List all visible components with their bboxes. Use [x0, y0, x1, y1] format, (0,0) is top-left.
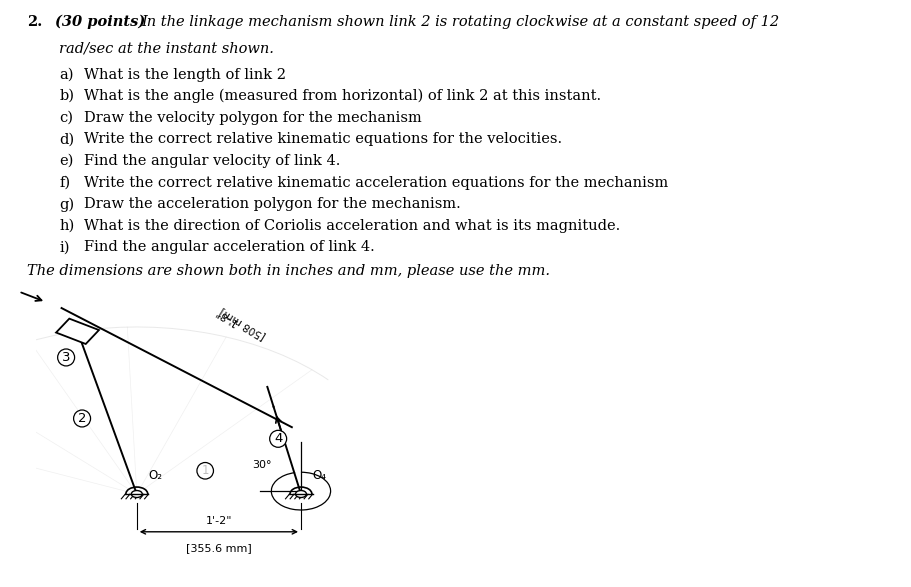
Text: Find the angular acceleration of link 4.: Find the angular acceleration of link 4. [84, 240, 374, 254]
Text: 2: 2 [77, 412, 87, 425]
Text: Write the correct relative kinematic equations for the velocities.: Write the correct relative kinematic equ… [84, 132, 561, 146]
Text: e): e) [59, 154, 74, 168]
Text: 4: 4 [273, 432, 282, 446]
Text: 1'-8": 1'-8" [212, 305, 239, 327]
Text: What is the angle (measured from horizontal) of link 2 at this instant.: What is the angle (measured from horizon… [84, 89, 600, 103]
Text: 3: 3 [62, 351, 70, 364]
Text: Draw the acceleration polygon for the mechanism.: Draw the acceleration polygon for the me… [84, 197, 460, 211]
Text: b): b) [59, 89, 74, 103]
Text: Draw the velocity polygon for the mechanism: Draw the velocity polygon for the mechan… [84, 111, 421, 124]
Circle shape [131, 491, 142, 498]
Text: 2.: 2. [27, 15, 43, 29]
Text: What is the length of link 2: What is the length of link 2 [84, 68, 285, 82]
Text: O₄: O₄ [312, 470, 326, 483]
Text: The dimensions are shown both in inches and mm, please use the mm.: The dimensions are shown both in inches … [27, 264, 549, 278]
Text: Write the correct relative kinematic acceleration equations for the mechanism: Write the correct relative kinematic acc… [84, 176, 668, 190]
Text: rad/sec at the instant shown.: rad/sec at the instant shown. [59, 42, 274, 56]
Text: Find the angular velocity of link 4.: Find the angular velocity of link 4. [84, 154, 340, 168]
Text: g): g) [59, 197, 75, 211]
Text: f): f) [59, 176, 70, 190]
Text: 1: 1 [201, 464, 209, 477]
Text: i): i) [59, 240, 70, 254]
Text: In the linkage mechanism shown link 2 is rotating clockwise at a constant speed : In the linkage mechanism shown link 2 is… [141, 15, 779, 29]
Text: O₂: O₂ [148, 470, 162, 483]
Text: (30 points): (30 points) [55, 15, 145, 29]
Text: 1'-2": 1'-2" [205, 516, 232, 526]
Polygon shape [56, 319, 99, 344]
Text: h): h) [59, 219, 75, 232]
Circle shape [295, 491, 306, 498]
Text: a): a) [59, 68, 74, 82]
Text: What is the direction of Coriolis acceleration and what is its magnitude.: What is the direction of Coriolis accele… [84, 219, 619, 232]
Text: [508 mm]: [508 mm] [217, 306, 266, 341]
Text: c): c) [59, 111, 73, 124]
Text: 30°: 30° [252, 460, 271, 470]
Text: [355.6 mm]: [355.6 mm] [186, 544, 251, 554]
Text: d): d) [59, 132, 75, 146]
